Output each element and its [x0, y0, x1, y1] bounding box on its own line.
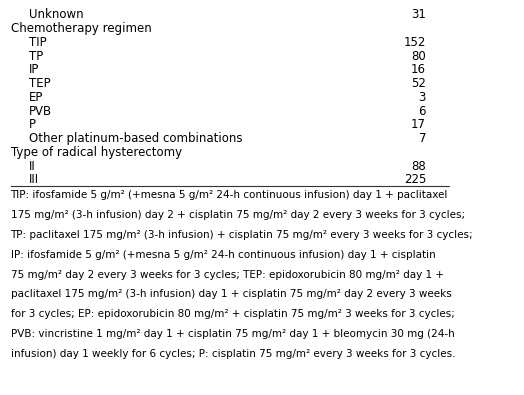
- Text: EP: EP: [29, 91, 43, 104]
- Text: 7: 7: [419, 132, 426, 145]
- Text: TP: paclitaxel 175 mg/m² (3-h infusion) + cisplatin 75 mg/m² every 3 weeks for 3: TP: paclitaxel 175 mg/m² (3-h infusion) …: [10, 230, 473, 240]
- Text: 17: 17: [411, 118, 426, 132]
- Text: 152: 152: [403, 36, 426, 49]
- Text: 80: 80: [411, 50, 426, 63]
- Text: TEP: TEP: [29, 77, 50, 90]
- Text: paclitaxel 175 mg/m² (3-h infusion) day 1 + cisplatin 75 mg/m² day 2 every 3 wee: paclitaxel 175 mg/m² (3-h infusion) day …: [10, 290, 451, 299]
- Text: 88: 88: [411, 160, 426, 173]
- Text: III: III: [29, 173, 39, 186]
- Text: TP: TP: [29, 50, 43, 63]
- Text: 175 mg/m² (3-h infusion) day 2 + cisplatin 75 mg/m² day 2 every 3 weeks for 3 cy: 175 mg/m² (3-h infusion) day 2 + cisplat…: [10, 210, 465, 220]
- Text: TIP: ifosfamide 5 g/m² (+mesna 5 g/m² 24-h continuous infusion) day 1 + paclitax: TIP: ifosfamide 5 g/m² (+mesna 5 g/m² 24…: [10, 190, 448, 200]
- Text: IP: ifosfamide 5 g/m² (+mesna 5 g/m² 24-h continuous infusion) day 1 + cisplatin: IP: ifosfamide 5 g/m² (+mesna 5 g/m² 24-…: [10, 250, 435, 260]
- Text: TIP: TIP: [29, 36, 47, 49]
- Text: 31: 31: [411, 8, 426, 21]
- Text: 75 mg/m² day 2 every 3 weeks for 3 cycles; TEP: epidoxorubicin 80 mg/m² day 1 +: 75 mg/m² day 2 every 3 weeks for 3 cycle…: [10, 269, 443, 280]
- Text: for 3 cycles; EP: epidoxorubicin 80 mg/m² + cisplatin 75 mg/m² 3 weeks for 3 cyc: for 3 cycles; EP: epidoxorubicin 80 mg/m…: [10, 309, 454, 319]
- Text: 225: 225: [403, 173, 426, 186]
- Text: Other platinum-based combinations: Other platinum-based combinations: [29, 132, 242, 145]
- Text: PVB: PVB: [29, 105, 52, 118]
- Text: Type of radical hysterectomy: Type of radical hysterectomy: [10, 146, 182, 159]
- Text: Unknown: Unknown: [29, 8, 83, 21]
- Text: Chemotherapy regimen: Chemotherapy regimen: [10, 22, 151, 35]
- Text: P: P: [29, 118, 36, 132]
- Text: 52: 52: [411, 77, 426, 90]
- Text: II: II: [29, 160, 36, 173]
- Text: PVB: vincristine 1 mg/m² day 1 + cisplatin 75 mg/m² day 1 + bleomycin 30 mg (24-: PVB: vincristine 1 mg/m² day 1 + cisplat…: [10, 329, 454, 339]
- Text: 16: 16: [411, 64, 426, 76]
- Text: 3: 3: [419, 91, 426, 104]
- Text: 6: 6: [419, 105, 426, 118]
- Text: IP: IP: [29, 64, 39, 76]
- Text: infusion) day 1 weekly for 6 cycles; P: cisplatin 75 mg/m² every 3 weeks for 3 c: infusion) day 1 weekly for 6 cycles; P: …: [10, 349, 455, 359]
